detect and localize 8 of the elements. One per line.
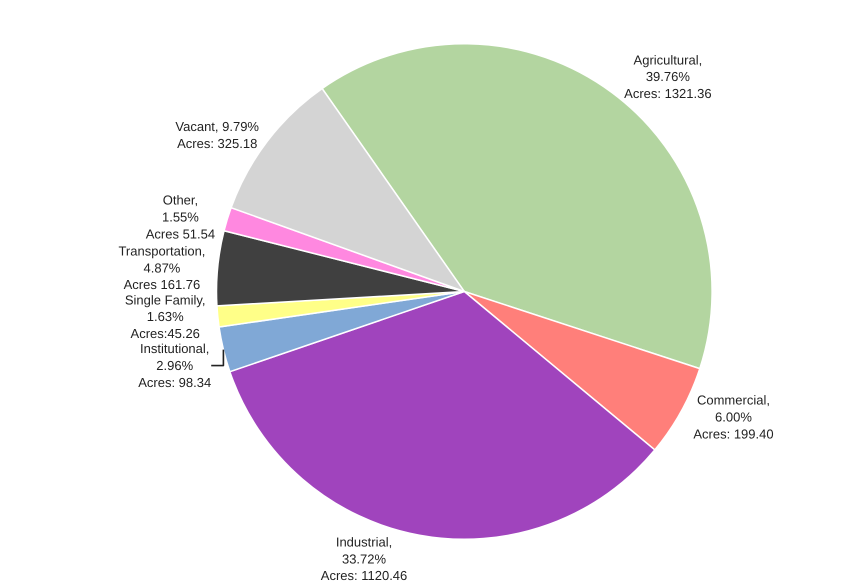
slice-label: Commercial, 6.00% Acres: 199.40 [693, 392, 774, 442]
slice-label: Other, 1.55% Acres 51.54 [146, 192, 216, 242]
slice-label: Single Family, 1.63% Acres:45.26 [124, 292, 206, 342]
slice-label: Transportation, 4.87% Acres 161.76 [118, 243, 206, 292]
slice-label: Institutional, 2.96% Acres: 98.34 [138, 341, 212, 390]
slice-label: Agricultural, 39.76% Acres: 1321.36 [624, 52, 712, 102]
slice-label: Vacant, 9.79% Acres: 325.18 [175, 119, 260, 152]
slice-label: Industrial, 33.72% Acres: 1120.46 [320, 534, 408, 583]
